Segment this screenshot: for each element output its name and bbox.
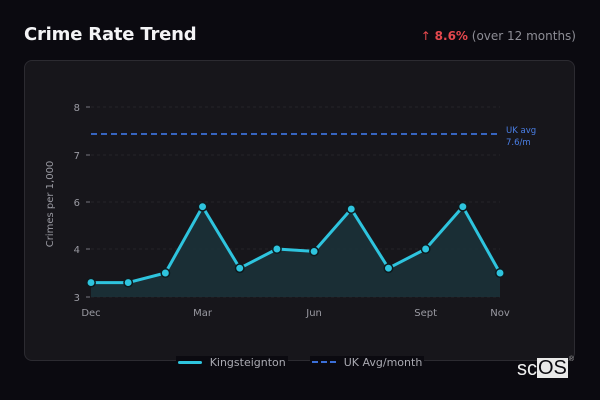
y-tick-label: 4 [74,245,80,256]
data-point-jul[interactable] [346,204,357,215]
data-point-feb[interactable] [160,268,171,278]
x-tick-label: Sept [414,308,437,319]
series-line [91,205,502,285]
y-tick-label: 6 [74,198,80,209]
scos-logo: sc OS ® [517,356,575,381]
trend-change: ↑ 8.6% (over 12 months) [421,29,576,43]
x-tick-label: Jun [305,308,322,319]
legend-item-kingsteignton[interactable]: Kingsteignton [175,355,288,369]
data-point-apr[interactable] [234,263,245,274]
change-percentage: 8.6% [434,29,468,43]
chart-card [24,60,575,361]
data-point-may[interactable] [271,244,282,254]
x-tick-label: Nov [490,308,510,319]
y-tick-label: 8 [74,103,80,114]
uk-average-annotation-line2: 7.6/m [506,138,531,148]
uk-average-annotation-line1: UK avg [506,126,536,136]
legend-label: Kingsteignton [209,355,286,369]
data-point-oct[interactable] [457,201,468,212]
logo-prefix: sc [517,358,537,380]
y-axis-label: Crimes per 1,000 [45,161,56,248]
chart-title: Crime Rate Trend [24,24,197,45]
data-point-aug[interactable] [383,263,394,274]
y-axis: 3 4 6 7 8 [74,103,90,304]
x-tick-label: Mar [193,308,213,319]
data-point-sept[interactable] [420,244,431,254]
data-point-dec[interactable] [86,277,96,288]
x-tick-label: Dec [81,308,100,319]
series-area [91,206,500,297]
change-period: (over 12 months) [471,29,576,43]
data-point-jun[interactable] [309,246,320,257]
data-point-nov[interactable] [495,268,505,278]
legend-item-uk-avg[interactable]: UK Avg/month [309,355,425,369]
logo-highlight: OS [537,357,568,379]
chart-legend: Kingsteignton UK Avg/month [0,352,600,372]
x-axis: Dec Mar Jun Sept Nov [81,308,510,319]
data-points [86,201,505,288]
y-tick-label: 3 [74,293,80,304]
y-tick-label: 7 [74,151,80,162]
registered-mark-icon: ® [568,356,575,363]
data-point-mar[interactable] [197,201,208,212]
data-point-jan[interactable] [123,277,134,288]
solid-line-swatch-icon [177,360,202,364]
dashed-line-swatch-icon [311,361,336,363]
legend-label: UK Avg/month [343,355,423,369]
arrow-up-icon: ↑ [420,29,431,43]
